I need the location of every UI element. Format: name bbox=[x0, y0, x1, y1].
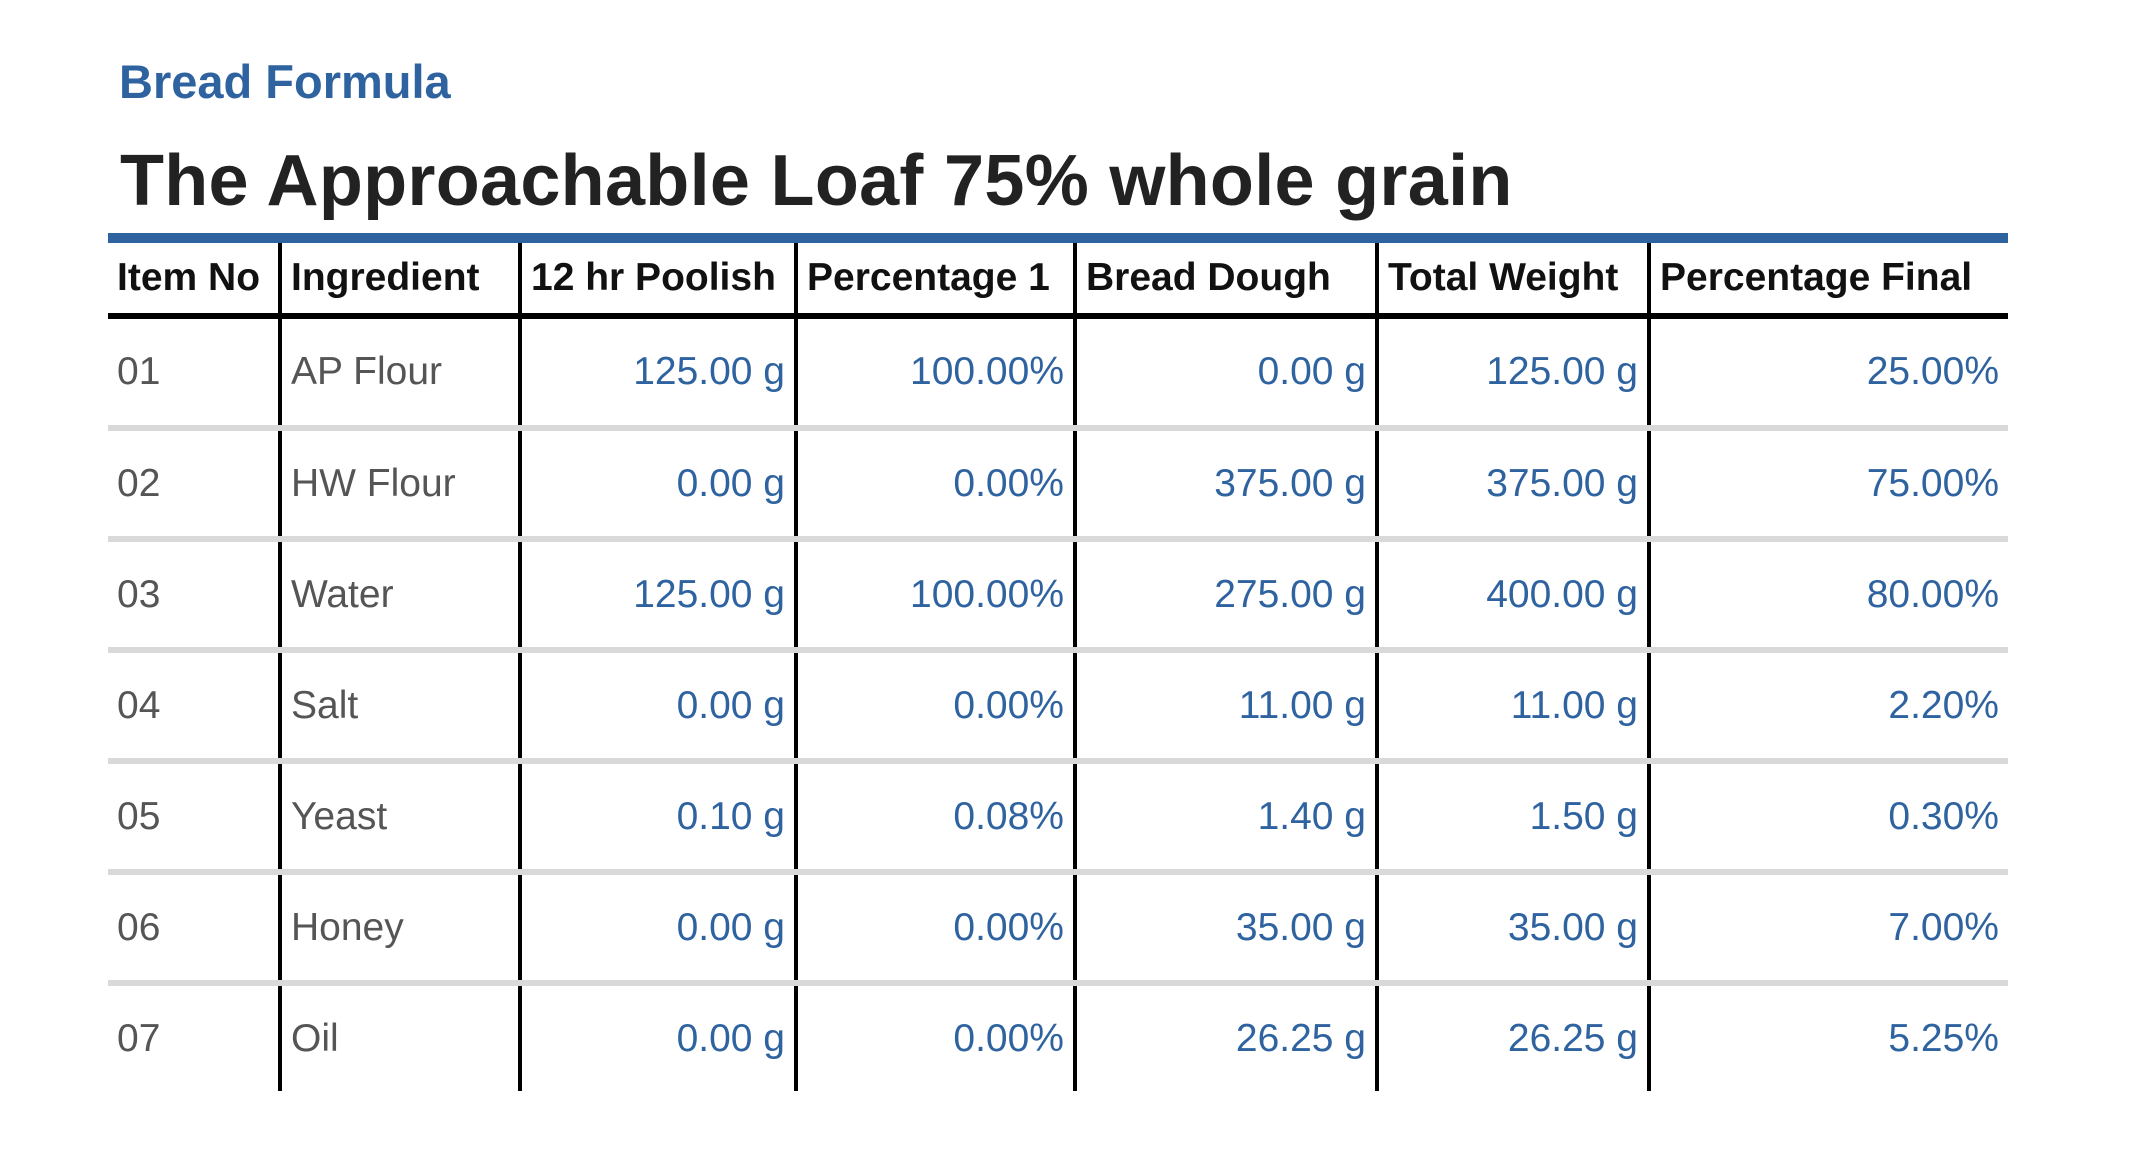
table-row: 02 HW Flour 0.00 g 0.00% 375.00 g 375.00… bbox=[108, 428, 2008, 542]
table-header-row: Item No Ingredient 12 hr Poolish Percent… bbox=[108, 243, 2008, 319]
bread-dough-cell: 35.00 g bbox=[1073, 872, 1377, 986]
percentage-final-cell: 80.00% bbox=[1647, 539, 2008, 653]
poolish-cell: 125.00 g bbox=[518, 316, 796, 431]
percentage-1-cell: 0.00% bbox=[794, 428, 1075, 542]
formula-sheet: Bread Formula The Approachable Loaf 75% … bbox=[108, 48, 2008, 1091]
item-no-cell: 07 bbox=[117, 1016, 161, 1060]
percentage-final-cell: 75.00% bbox=[1647, 428, 2008, 542]
table-row: 07 Oil 0.00 g 0.00% 26.25 g 26.25 g 5.25… bbox=[108, 983, 2008, 1091]
total-weight-cell: 26.25 g bbox=[1375, 983, 1649, 1091]
column-header-item-no: Item No bbox=[108, 243, 280, 319]
percentage-final-cell: 25.00% bbox=[1647, 316, 2008, 431]
percentage-1-cell: 100.00% bbox=[794, 316, 1075, 431]
title-divider bbox=[108, 233, 2008, 243]
total-weight-cell: 11.00 g bbox=[1375, 650, 1649, 764]
column-header-total-weight: Total Weight bbox=[1375, 243, 1649, 319]
ingredient-cell: AP Flour bbox=[278, 316, 520, 431]
page-title: The Approachable Loaf 75% whole grain bbox=[120, 141, 1513, 221]
total-weight-cell: 400.00 g bbox=[1375, 539, 1649, 653]
percentage-final-cell: 2.20% bbox=[1647, 650, 2008, 764]
column-header-bread-dough: Bread Dough bbox=[1073, 243, 1377, 319]
column-header-ingredient: Ingredient bbox=[278, 243, 520, 319]
ingredient-cell: Honey bbox=[278, 872, 520, 986]
formula-table: Item No Ingredient 12 hr Poolish Percent… bbox=[108, 243, 2008, 1091]
ingredient-cell: HW Flour bbox=[278, 428, 520, 542]
item-no-cell: 05 bbox=[108, 761, 280, 875]
percentage-1-cell: 0.00% bbox=[794, 650, 1075, 764]
section-label: Bread Formula bbox=[119, 55, 451, 108]
bread-dough-cell: 275.00 g bbox=[1073, 539, 1377, 653]
poolish-cell: 0.00 g bbox=[518, 872, 796, 986]
item-no-cell: 02 bbox=[108, 428, 280, 542]
item-no-cell: 03 bbox=[108, 539, 280, 653]
ingredient-cell: Salt bbox=[278, 650, 520, 764]
percentage-final-cell: 5.25% bbox=[1647, 983, 2008, 1091]
item-no-cell: 06 bbox=[108, 872, 280, 986]
table-row: 05 Yeast 0.10 g 0.08% 1.40 g 1.50 g 0.30… bbox=[108, 761, 2008, 875]
table-row: 01 AP Flour 125.00 g 100.00% 0.00 g 125.… bbox=[108, 316, 2008, 431]
poolish-cell: 0.00 g bbox=[518, 650, 796, 764]
item-no-cell: 01 bbox=[108, 316, 280, 431]
percentage-1-cell: 0.00% bbox=[794, 983, 1075, 1091]
table-row: 03 Water 125.00 g 100.00% 275.00 g 400.0… bbox=[108, 539, 2008, 653]
total-weight-cell: 1.50 g bbox=[1375, 761, 1649, 875]
bread-dough-cell: 0.00 g bbox=[1073, 316, 1377, 431]
percentage-final-cell: 0.30% bbox=[1647, 761, 2008, 875]
poolish-cell: 125.00 g bbox=[518, 539, 796, 653]
total-weight-cell: 375.00 g bbox=[1375, 428, 1649, 542]
bread-dough-cell: 1.40 g bbox=[1073, 761, 1377, 875]
ingredient-cell: Oil bbox=[278, 983, 520, 1091]
percentage-1-cell: 0.08% bbox=[794, 761, 1075, 875]
table-row: 06 Honey 0.00 g 0.00% 35.00 g 35.00 g 7.… bbox=[108, 872, 2008, 986]
total-weight-cell: 35.00 g bbox=[1375, 872, 1649, 986]
total-weight-cell: 125.00 g bbox=[1375, 316, 1649, 431]
percentage-1-cell: 100.00% bbox=[794, 539, 1075, 653]
column-header-poolish: 12 hr Poolish bbox=[518, 243, 796, 319]
bread-dough-cell: 11.00 g bbox=[1073, 650, 1377, 764]
ingredient-cell: Yeast bbox=[278, 761, 520, 875]
percentage-1-cell: 0.00% bbox=[794, 872, 1075, 986]
percentage-final-cell: 7.00% bbox=[1647, 872, 2008, 986]
poolish-cell: 0.00 g bbox=[518, 983, 796, 1091]
column-header-percentage-1: Percentage 1 bbox=[794, 243, 1075, 319]
poolish-cell: 0.00 g bbox=[518, 428, 796, 542]
table-row: 04 Salt 0.00 g 0.00% 11.00 g 11.00 g 2.2… bbox=[108, 650, 2008, 764]
column-header-percentage-final: Percentage Final bbox=[1647, 243, 2008, 319]
bread-dough-cell: 375.00 g bbox=[1073, 428, 1377, 542]
item-no-cell: 04 bbox=[108, 650, 280, 764]
bread-dough-cell: 26.25 g bbox=[1073, 983, 1377, 1091]
poolish-cell: 0.10 g bbox=[518, 761, 796, 875]
ingredient-cell: Water bbox=[278, 539, 520, 653]
